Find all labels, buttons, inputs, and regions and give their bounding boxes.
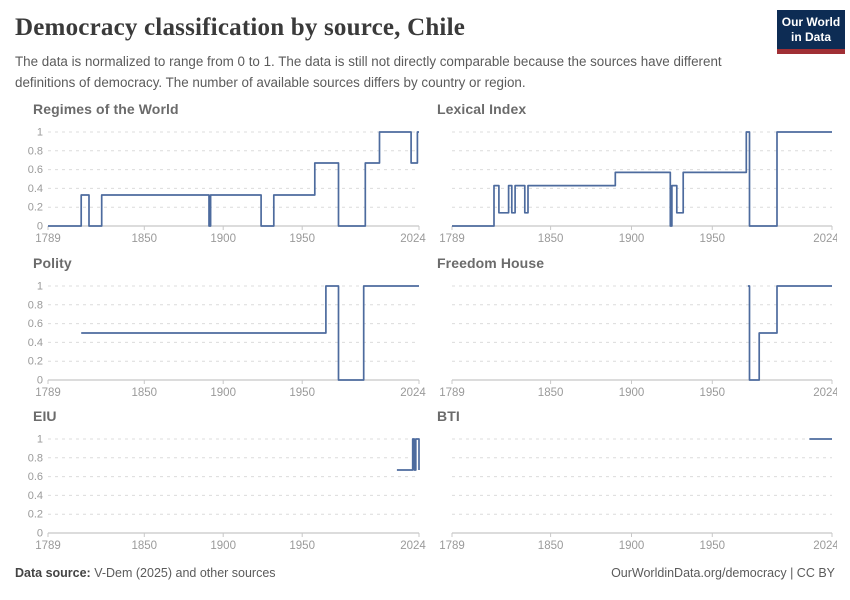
chart-header: Democracy classification by source, Chil… <box>15 14 835 93</box>
svg-text:0: 0 <box>37 375 43 387</box>
svg-text:0.8: 0.8 <box>28 145 43 157</box>
svg-text:0.2: 0.2 <box>28 202 43 214</box>
chart-title-polity: Polity <box>33 255 72 271</box>
svg-text:1789: 1789 <box>439 387 465 399</box>
chart-subtitle: The data is normalized to range from 0 t… <box>15 54 722 91</box>
svg-text:2024: 2024 <box>813 233 837 245</box>
svg-text:1950: 1950 <box>289 387 315 399</box>
bti-chart: 1789 1850 1900 1950 2024 <box>439 438 837 552</box>
data-source-label: Data source: <box>15 566 91 580</box>
svg-text:1789: 1789 <box>35 233 61 245</box>
data-source-value[interactable]: V-Dem (2025) and other sources <box>90 566 276 580</box>
data-source: Data source: V-Dem (2025) and other sour… <box>15 566 276 580</box>
svg-text:1900: 1900 <box>210 540 236 552</box>
page-title: Democracy classification by source, Chil… <box>15 14 466 41</box>
lexical-index-panel: Lexical Index 1789 1850 1900 1950 2024 <box>437 101 837 246</box>
regimes-of-the-world-chart: 0 0.2 0.4 0.6 0.8 1 1789 1850 1900 1950 2024 <box>28 127 427 246</box>
svg-text:1789: 1789 <box>35 540 61 552</box>
svg-text:0.2: 0.2 <box>28 509 43 521</box>
polity-chart: 0 0.2 0.4 0.6 0.8 1 1789 1850 1900 1950 2024 <box>28 281 427 400</box>
svg-text:2024: 2024 <box>400 387 426 399</box>
credit-link[interactable]: OurWorldinData.org/democracy | CC BY <box>611 566 835 580</box>
svg-text:2024: 2024 <box>400 540 426 552</box>
svg-text:1900: 1900 <box>619 540 645 552</box>
svg-text:1789: 1789 <box>439 540 465 552</box>
svg-text:1789: 1789 <box>439 233 465 245</box>
chart-title-bti: BTI <box>437 408 460 424</box>
svg-text:1850: 1850 <box>132 540 158 552</box>
owid-logo-line1: Our World <box>781 15 841 29</box>
svg-text:0.4: 0.4 <box>28 490 43 502</box>
svg-text:1789: 1789 <box>35 387 61 399</box>
svg-text:1950: 1950 <box>700 387 726 399</box>
svg-text:0.6: 0.6 <box>28 318 43 330</box>
chart-title-lexical-index: Lexical Index <box>437 101 527 117</box>
chart-footer: Data source: V-Dem (2025) and other sour… <box>15 566 835 580</box>
svg-text:1900: 1900 <box>619 387 645 399</box>
svg-text:1900: 1900 <box>210 233 236 245</box>
svg-text:0.6: 0.6 <box>28 471 43 483</box>
svg-text:1: 1 <box>37 281 43 293</box>
freedom-house-chart: 1789 1850 1900 1950 2024 <box>439 285 837 399</box>
chart-title-freedom-house: Freedom House <box>437 255 545 271</box>
regimes-of-the-world-panel: Regimes of the World 0 0.2 0.4 0.6 0.8 1 1789 1… <box>15 101 435 246</box>
svg-text:1850: 1850 <box>538 540 564 552</box>
svg-text:1950: 1950 <box>289 540 315 552</box>
svg-text:0: 0 <box>37 221 43 233</box>
svg-text:1850: 1850 <box>132 233 158 245</box>
svg-text:1950: 1950 <box>700 233 726 245</box>
svg-text:2024: 2024 <box>400 233 426 245</box>
svg-text:0.8: 0.8 <box>28 452 43 464</box>
polity-panel: Polity 0 0.2 0.4 0.6 0.8 1 1789 1850 1900 1950 202… <box>15 255 435 400</box>
freedom-house-panel: Freedom House 1789 1850 1900 1950 2024 <box>437 255 837 400</box>
svg-text:0.4: 0.4 <box>28 183 43 195</box>
eiu-chart: 0 0.2 0.4 0.6 0.8 1 1789 1850 1900 1950 2024 <box>28 434 427 553</box>
svg-text:0.8: 0.8 <box>28 299 43 311</box>
svg-text:0.4: 0.4 <box>28 337 43 349</box>
svg-text:0.6: 0.6 <box>28 164 43 176</box>
svg-text:1950: 1950 <box>700 540 726 552</box>
svg-text:1900: 1900 <box>619 233 645 245</box>
svg-text:1850: 1850 <box>538 387 564 399</box>
bti-panel: BTI 1789 1850 1900 1950 2024 <box>437 408 837 553</box>
svg-text:0.2: 0.2 <box>28 356 43 368</box>
svg-text:1: 1 <box>37 127 43 139</box>
lexical-index-chart: 1789 1850 1900 1950 2024 <box>439 131 837 245</box>
chart-title-eiu: EIU <box>33 408 57 424</box>
svg-text:2024: 2024 <box>813 387 837 399</box>
svg-text:2024: 2024 <box>813 540 837 552</box>
owid-logo-line2: in Data <box>790 30 831 44</box>
svg-text:1850: 1850 <box>538 233 564 245</box>
svg-text:1950: 1950 <box>289 233 315 245</box>
svg-text:1: 1 <box>37 434 43 446</box>
svg-text:1900: 1900 <box>210 387 236 399</box>
chart-title-regimes-of-the-world: Regimes of the World <box>33 101 179 117</box>
svg-text:1850: 1850 <box>132 387 158 399</box>
eiu-panel: EIU 0 0.2 0.4 0.6 0.8 1 1789 1850 1900 1950 2024 <box>15 408 435 553</box>
svg-text:0: 0 <box>37 528 43 540</box>
owid-logo[interactable]: Our World in Data <box>777 10 845 54</box>
